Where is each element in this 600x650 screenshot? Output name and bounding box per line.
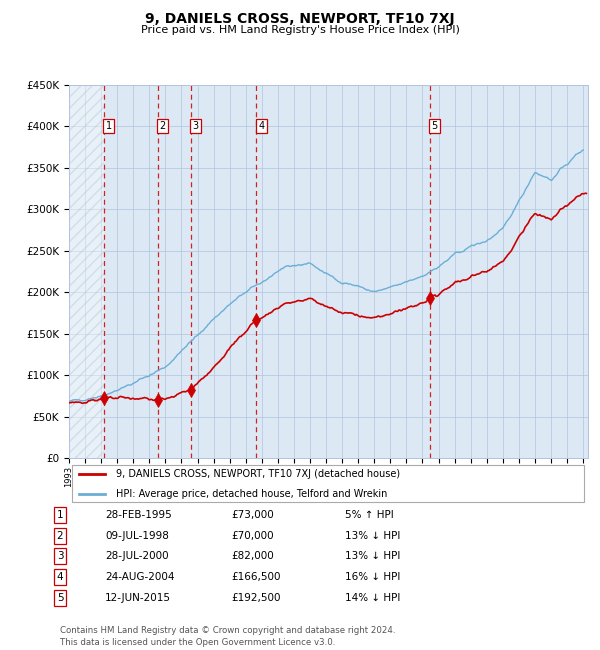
Text: £192,500: £192,500 [231, 593, 281, 603]
Text: 09-JUL-1998: 09-JUL-1998 [105, 530, 169, 541]
Text: 5: 5 [431, 121, 438, 131]
FancyBboxPatch shape [71, 465, 584, 502]
Text: 3: 3 [56, 551, 64, 562]
Text: 5: 5 [56, 593, 64, 603]
Text: Price paid vs. HM Land Registry's House Price Index (HPI): Price paid vs. HM Land Registry's House … [140, 25, 460, 34]
Text: 2: 2 [160, 121, 166, 131]
Bar [69, 84, 104, 458]
Text: 16% ↓ HPI: 16% ↓ HPI [345, 572, 400, 582]
Text: 5% ↑ HPI: 5% ↑ HPI [345, 510, 394, 520]
Text: 12-JUN-2015: 12-JUN-2015 [105, 593, 171, 603]
Text: 4: 4 [258, 121, 264, 131]
Text: 24-AUG-2004: 24-AUG-2004 [105, 572, 175, 582]
Text: 9, DANIELS CROSS, NEWPORT, TF10 7XJ (detached house): 9, DANIELS CROSS, NEWPORT, TF10 7XJ (det… [116, 469, 400, 479]
Text: 2: 2 [56, 530, 64, 541]
Text: £82,000: £82,000 [231, 551, 274, 562]
Text: 3: 3 [193, 121, 199, 131]
Text: 28-JUL-2000: 28-JUL-2000 [105, 551, 169, 562]
Text: 9, DANIELS CROSS, NEWPORT, TF10 7XJ: 9, DANIELS CROSS, NEWPORT, TF10 7XJ [145, 12, 455, 26]
Text: 28-FEB-1995: 28-FEB-1995 [105, 510, 172, 520]
Text: HPI: Average price, detached house, Telford and Wrekin: HPI: Average price, detached house, Telf… [116, 489, 387, 499]
Text: 1: 1 [56, 510, 64, 520]
Text: Contains HM Land Registry data © Crown copyright and database right 2024.
This d: Contains HM Land Registry data © Crown c… [60, 626, 395, 647]
Text: £73,000: £73,000 [231, 510, 274, 520]
Text: 4: 4 [56, 572, 64, 582]
Text: 14% ↓ HPI: 14% ↓ HPI [345, 593, 400, 603]
Text: 13% ↓ HPI: 13% ↓ HPI [345, 530, 400, 541]
Text: £166,500: £166,500 [231, 572, 281, 582]
Text: 1: 1 [106, 121, 112, 131]
Text: £70,000: £70,000 [231, 530, 274, 541]
Text: 13% ↓ HPI: 13% ↓ HPI [345, 551, 400, 562]
